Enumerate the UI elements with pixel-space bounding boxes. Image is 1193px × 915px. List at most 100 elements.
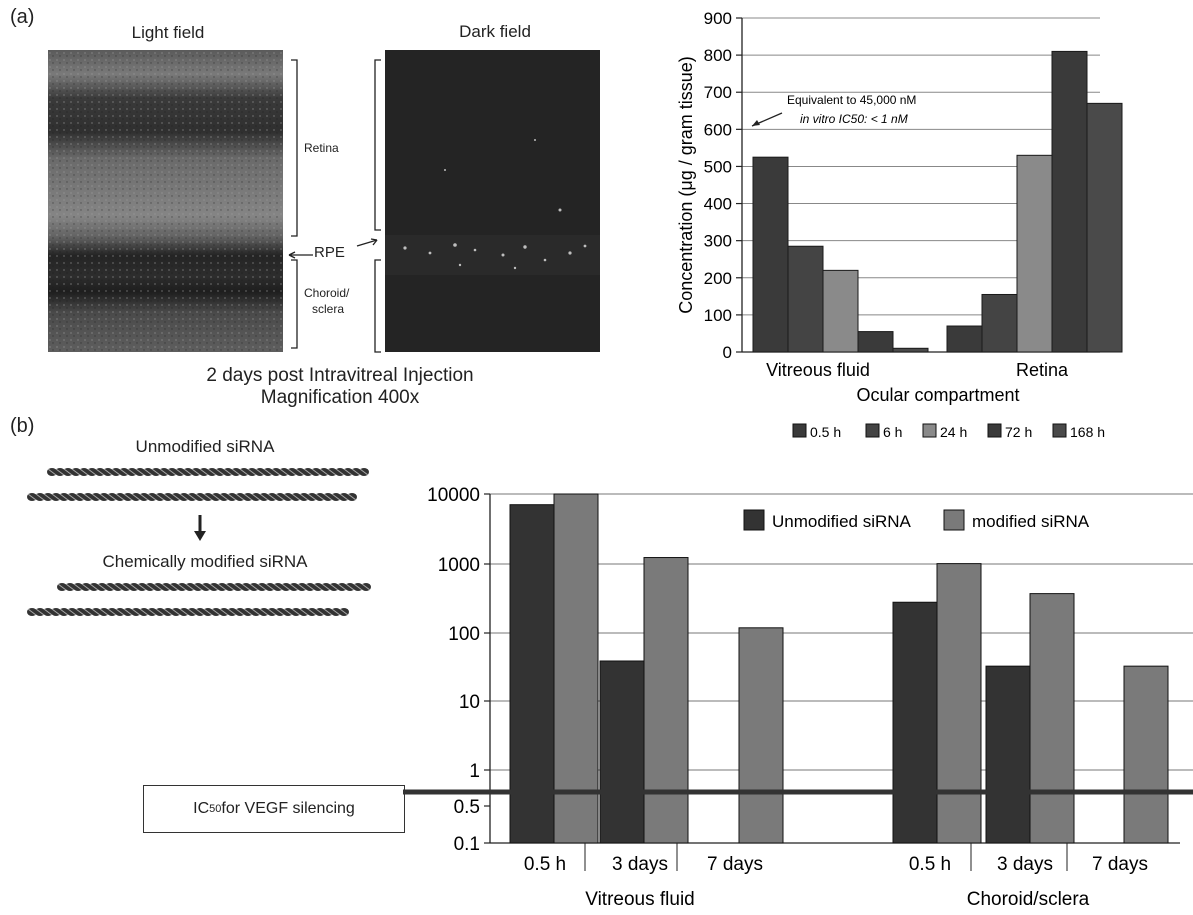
helix-stroke — [323, 608, 333, 616]
ic50-text: for VEGF silencing — [221, 800, 355, 817]
helix-stroke — [351, 468, 361, 476]
ocular-concentration-chart: 0 100 200 300 400 500 600 700 800 900 Vitreous flu… — [676, 9, 1123, 440]
legend-swatch — [865, 423, 880, 438]
helix-stroke — [95, 468, 105, 476]
bar-6h-0 — [787, 245, 824, 353]
helix-stroke — [43, 608, 53, 616]
helix-stroke — [135, 468, 145, 476]
helix-stroke — [107, 608, 117, 616]
helix-stroke — [187, 493, 197, 501]
unmodified-strand-1 — [47, 468, 369, 476]
helix-stroke — [97, 583, 107, 591]
helix-stroke — [153, 583, 163, 591]
helix-stroke — [71, 468, 81, 476]
helix-stroke — [255, 468, 265, 476]
helix-stroke — [281, 583, 291, 591]
helix-stroke — [111, 468, 121, 476]
y-tick-label: 1 — [469, 761, 480, 782]
helix-stroke — [155, 608, 165, 616]
helix-stroke — [47, 468, 57, 476]
helix-stroke — [147, 493, 157, 501]
helix-stroke — [27, 493, 37, 501]
y-tick-label: 900 — [704, 9, 732, 28]
bar-24h-1 — [1016, 154, 1053, 353]
helix-stroke — [287, 468, 297, 476]
bar-unmodified-0 — [509, 504, 555, 844]
helix-stroke — [75, 493, 85, 501]
legend-swatch — [743, 509, 765, 531]
helix-stroke — [193, 583, 203, 591]
helix-stroke — [315, 608, 325, 616]
bar-6h-1 — [981, 293, 1018, 353]
helix-stroke — [235, 608, 245, 616]
helix-stroke — [323, 493, 333, 501]
sirna-log-chart: 0.1 0.5 1 10 100 1000 10000 0.5 h 3 days 7 days 0.… — [403, 485, 1193, 910]
y-tick-label: 100 — [448, 624, 480, 645]
helix-stroke — [259, 608, 269, 616]
legend-swatch — [792, 423, 807, 438]
helix-stroke — [163, 493, 173, 501]
y-tick-label: 700 — [704, 83, 732, 102]
helix-stroke — [303, 468, 313, 476]
helix-stroke — [139, 493, 149, 501]
ic50-subscript: 50 — [209, 803, 222, 815]
helix-stroke — [231, 468, 241, 476]
helix-stroke — [195, 493, 205, 501]
helix-stroke — [167, 468, 177, 476]
bar-72h-1 — [1051, 50, 1088, 353]
helix-stroke — [139, 608, 149, 616]
helix-stroke — [283, 493, 293, 501]
helix-stroke — [73, 583, 83, 591]
helix-stroke — [297, 583, 307, 591]
helix-stroke — [203, 608, 213, 616]
y-tick-label: 300 — [704, 232, 732, 251]
x-axis-title: Ocular compartment — [856, 385, 1019, 405]
helix-stroke — [115, 493, 125, 501]
helix-stroke — [129, 583, 139, 591]
helix-stroke — [75, 608, 85, 616]
helix-stroke — [99, 608, 109, 616]
y-tick-label: 100 — [704, 306, 732, 325]
helix-stroke — [219, 608, 229, 616]
y-tick-label: 0 — [723, 343, 732, 362]
helix-stroke — [147, 608, 157, 616]
helix-stroke — [307, 493, 317, 501]
bar-72h-0 — [857, 331, 894, 353]
helix-stroke — [131, 608, 141, 616]
y-tick-label: 1000 — [438, 555, 480, 576]
helix-stroke — [265, 583, 275, 591]
helix-stroke — [275, 493, 285, 501]
legend-label: 0.5 h — [810, 424, 841, 440]
annotation-line-2: in vitro IC50: < 1 nM — [800, 112, 908, 126]
helix-stroke — [131, 493, 141, 501]
helix-stroke — [79, 468, 89, 476]
helix-stroke — [243, 608, 253, 616]
bar-modified-1 — [643, 557, 689, 844]
y-axis-title: Concentration (μg / gram tissue) — [676, 56, 696, 313]
helix-stroke — [331, 608, 341, 616]
helix-stroke — [339, 608, 349, 616]
helix-stroke — [353, 583, 363, 591]
helix-stroke — [347, 493, 357, 501]
light-field-title: Light field — [131, 23, 205, 42]
bar-unmodified-1 — [599, 660, 645, 844]
helix-stroke — [113, 583, 123, 591]
helix-stroke — [83, 608, 93, 616]
helix-stroke — [163, 608, 173, 616]
legend-swatch — [922, 423, 937, 438]
helix-stroke — [191, 468, 201, 476]
helix-stroke — [183, 468, 193, 476]
y-tick-label: 400 — [704, 195, 732, 214]
helix-stroke — [259, 493, 269, 501]
caption-line-2: Magnification 400x — [260, 387, 420, 408]
down-arrow-head — [194, 531, 206, 541]
legend-label: 6 h — [883, 424, 902, 440]
helix-stroke — [107, 493, 117, 501]
helix-stroke — [271, 468, 281, 476]
helix-stroke — [151, 468, 161, 476]
helix-stroke — [89, 583, 99, 591]
helix-stroke — [233, 583, 243, 591]
helix-stroke — [311, 468, 321, 476]
group-label: Vitreous fluid — [585, 889, 695, 910]
helix-stroke — [321, 583, 331, 591]
